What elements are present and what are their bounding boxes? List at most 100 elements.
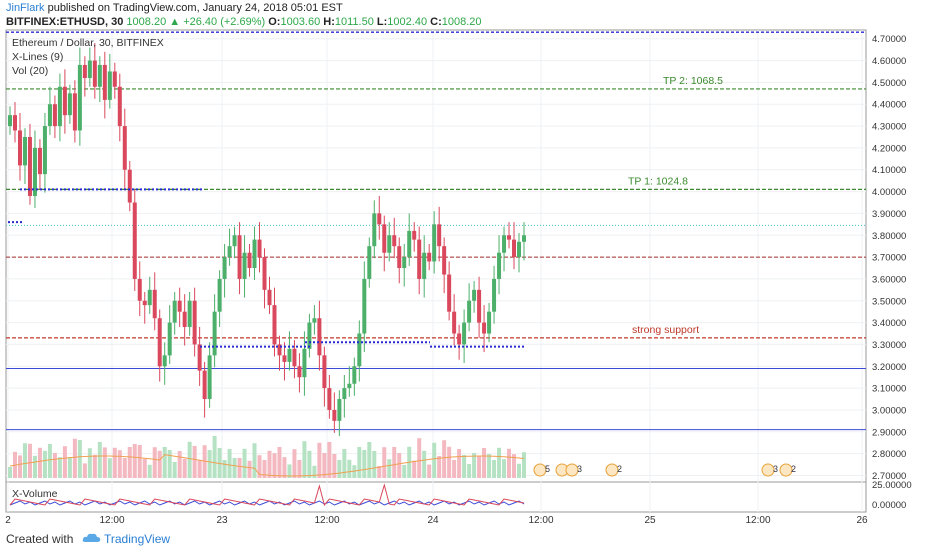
indicator-xlines[interactable]: X-Lines (9): [12, 51, 64, 63]
candle-body: [422, 252, 427, 279]
volume-bar: [347, 459, 352, 478]
volume-bar: [292, 449, 297, 478]
volume-bar: [477, 456, 482, 478]
y-tick-label: 4.60000: [872, 56, 906, 67]
volume-bar: [357, 447, 362, 478]
y-tick-label: 2.70000: [872, 471, 906, 482]
volume-bar: [102, 447, 107, 478]
y-tick-label: 2.80000: [872, 449, 906, 460]
ohlc-line: BITFINEX:ETHUSD, 30 1008.20 ▲ +26.40 (+2…: [6, 16, 482, 28]
tradingview-brand[interactable]: TradingView: [104, 532, 171, 546]
candle-body: [227, 246, 232, 258]
y-tick-label: 2.90000: [872, 427, 906, 438]
candle-body: [192, 300, 197, 345]
candle-body: [312, 318, 317, 323]
volume-bar: [32, 455, 37, 478]
event-badge: 2: [779, 463, 796, 477]
candle-body: [477, 289, 482, 323]
author-link[interactable]: JinFlark: [6, 2, 45, 14]
candle-body: [132, 202, 137, 279]
xvolume-label[interactable]: X-Volume: [12, 488, 58, 500]
candle-body: [197, 344, 202, 371]
event-badge-count: 2: [617, 464, 622, 474]
candle-body: [342, 388, 347, 400]
open-label: O:: [268, 16, 281, 28]
candle-body: [142, 300, 147, 306]
volume-bar: [237, 458, 242, 478]
low-label: L:: [376, 16, 388, 28]
volume-bar: [8, 467, 12, 478]
y-tick-label: 3.40000: [872, 318, 906, 329]
volume-bar: [132, 444, 137, 478]
volume-bar: [247, 460, 252, 478]
candle-body: [112, 71, 117, 87]
event-badge: 2: [605, 463, 622, 477]
volume-bar: [442, 440, 447, 478]
event-badge-count: 2: [791, 464, 796, 474]
candle-body: [262, 257, 267, 290]
volume-bar: [107, 458, 112, 478]
candle-body: [492, 278, 497, 312]
volume-bar: [72, 438, 77, 478]
volume-bar: [382, 447, 387, 478]
xvolume-line-red: [9, 483, 525, 507]
candle-body: [232, 235, 237, 247]
candle-body: [372, 213, 377, 247]
volume-bar: [452, 460, 457, 478]
candle-body: [397, 246, 402, 269]
volume-bar: [67, 457, 72, 478]
volume-bar: [227, 449, 232, 478]
candle-body: [37, 147, 42, 175]
candle-body: [52, 104, 57, 127]
volume-bar: [157, 450, 162, 478]
volume-bar: [27, 443, 32, 478]
volume-bar: [342, 449, 347, 478]
created-with-label: Created with: [6, 532, 74, 546]
chart-legend: Ethereum / Dollar, 30, BITFINEX X-Lines …: [12, 36, 164, 78]
volume-bar: [112, 447, 117, 478]
close-label: C:: [430, 16, 442, 28]
volume-bar: [267, 450, 272, 478]
volume-bar: [307, 450, 312, 478]
event-badge-count: 5: [545, 464, 550, 474]
candle-body: [157, 318, 162, 367]
volume-bar: [427, 464, 432, 478]
volume-bar: [127, 447, 132, 478]
candle-body: [32, 147, 37, 196]
volume-bar: [372, 451, 377, 478]
volume-bar: [492, 460, 497, 478]
volume-bar: [317, 442, 322, 478]
candle-body: [467, 300, 472, 323]
indicator-volume[interactable]: Vol (20): [12, 65, 49, 77]
candle-body: [482, 322, 487, 334]
chart-header: JinFlark published on TradingView.com, J…: [0, 0, 932, 34]
y-tick-label: 4.70000: [872, 34, 906, 45]
volume-bar: [522, 452, 526, 478]
candle-body: [42, 126, 47, 175]
candle-body: [167, 322, 172, 356]
y-tick-label: 3.10000: [872, 384, 906, 395]
volume-bar: [507, 448, 512, 478]
candle-body: [347, 383, 352, 389]
volume-bar: [122, 458, 127, 478]
candle-body: [522, 235, 526, 242]
candle-body: [517, 241, 522, 258]
tradingview-logo-icon: [82, 533, 101, 542]
candle-body: [377, 213, 382, 225]
volume-bar: [322, 453, 327, 478]
volume-bar: [377, 466, 382, 478]
y-tick-label: 3.20000: [872, 362, 906, 373]
volume-bar: [192, 446, 197, 478]
candle-body: [322, 355, 327, 389]
volume-bar: [332, 454, 337, 478]
candle-body: [407, 230, 412, 258]
volume-bar: [502, 459, 507, 478]
x-tick-label: 12:00: [528, 515, 553, 526]
y-tick-label: 3.00000: [872, 405, 906, 416]
volume-bar: [482, 448, 487, 478]
volume-bar: [457, 449, 462, 478]
candle-body: [17, 130, 22, 166]
annotation-label: strong support: [632, 324, 699, 336]
price-chart[interactable]: 4.70000 4.60000 4.50000 4.40000 4.30000 4.200…: [0, 0, 932, 526]
candle-body: [267, 289, 272, 306]
